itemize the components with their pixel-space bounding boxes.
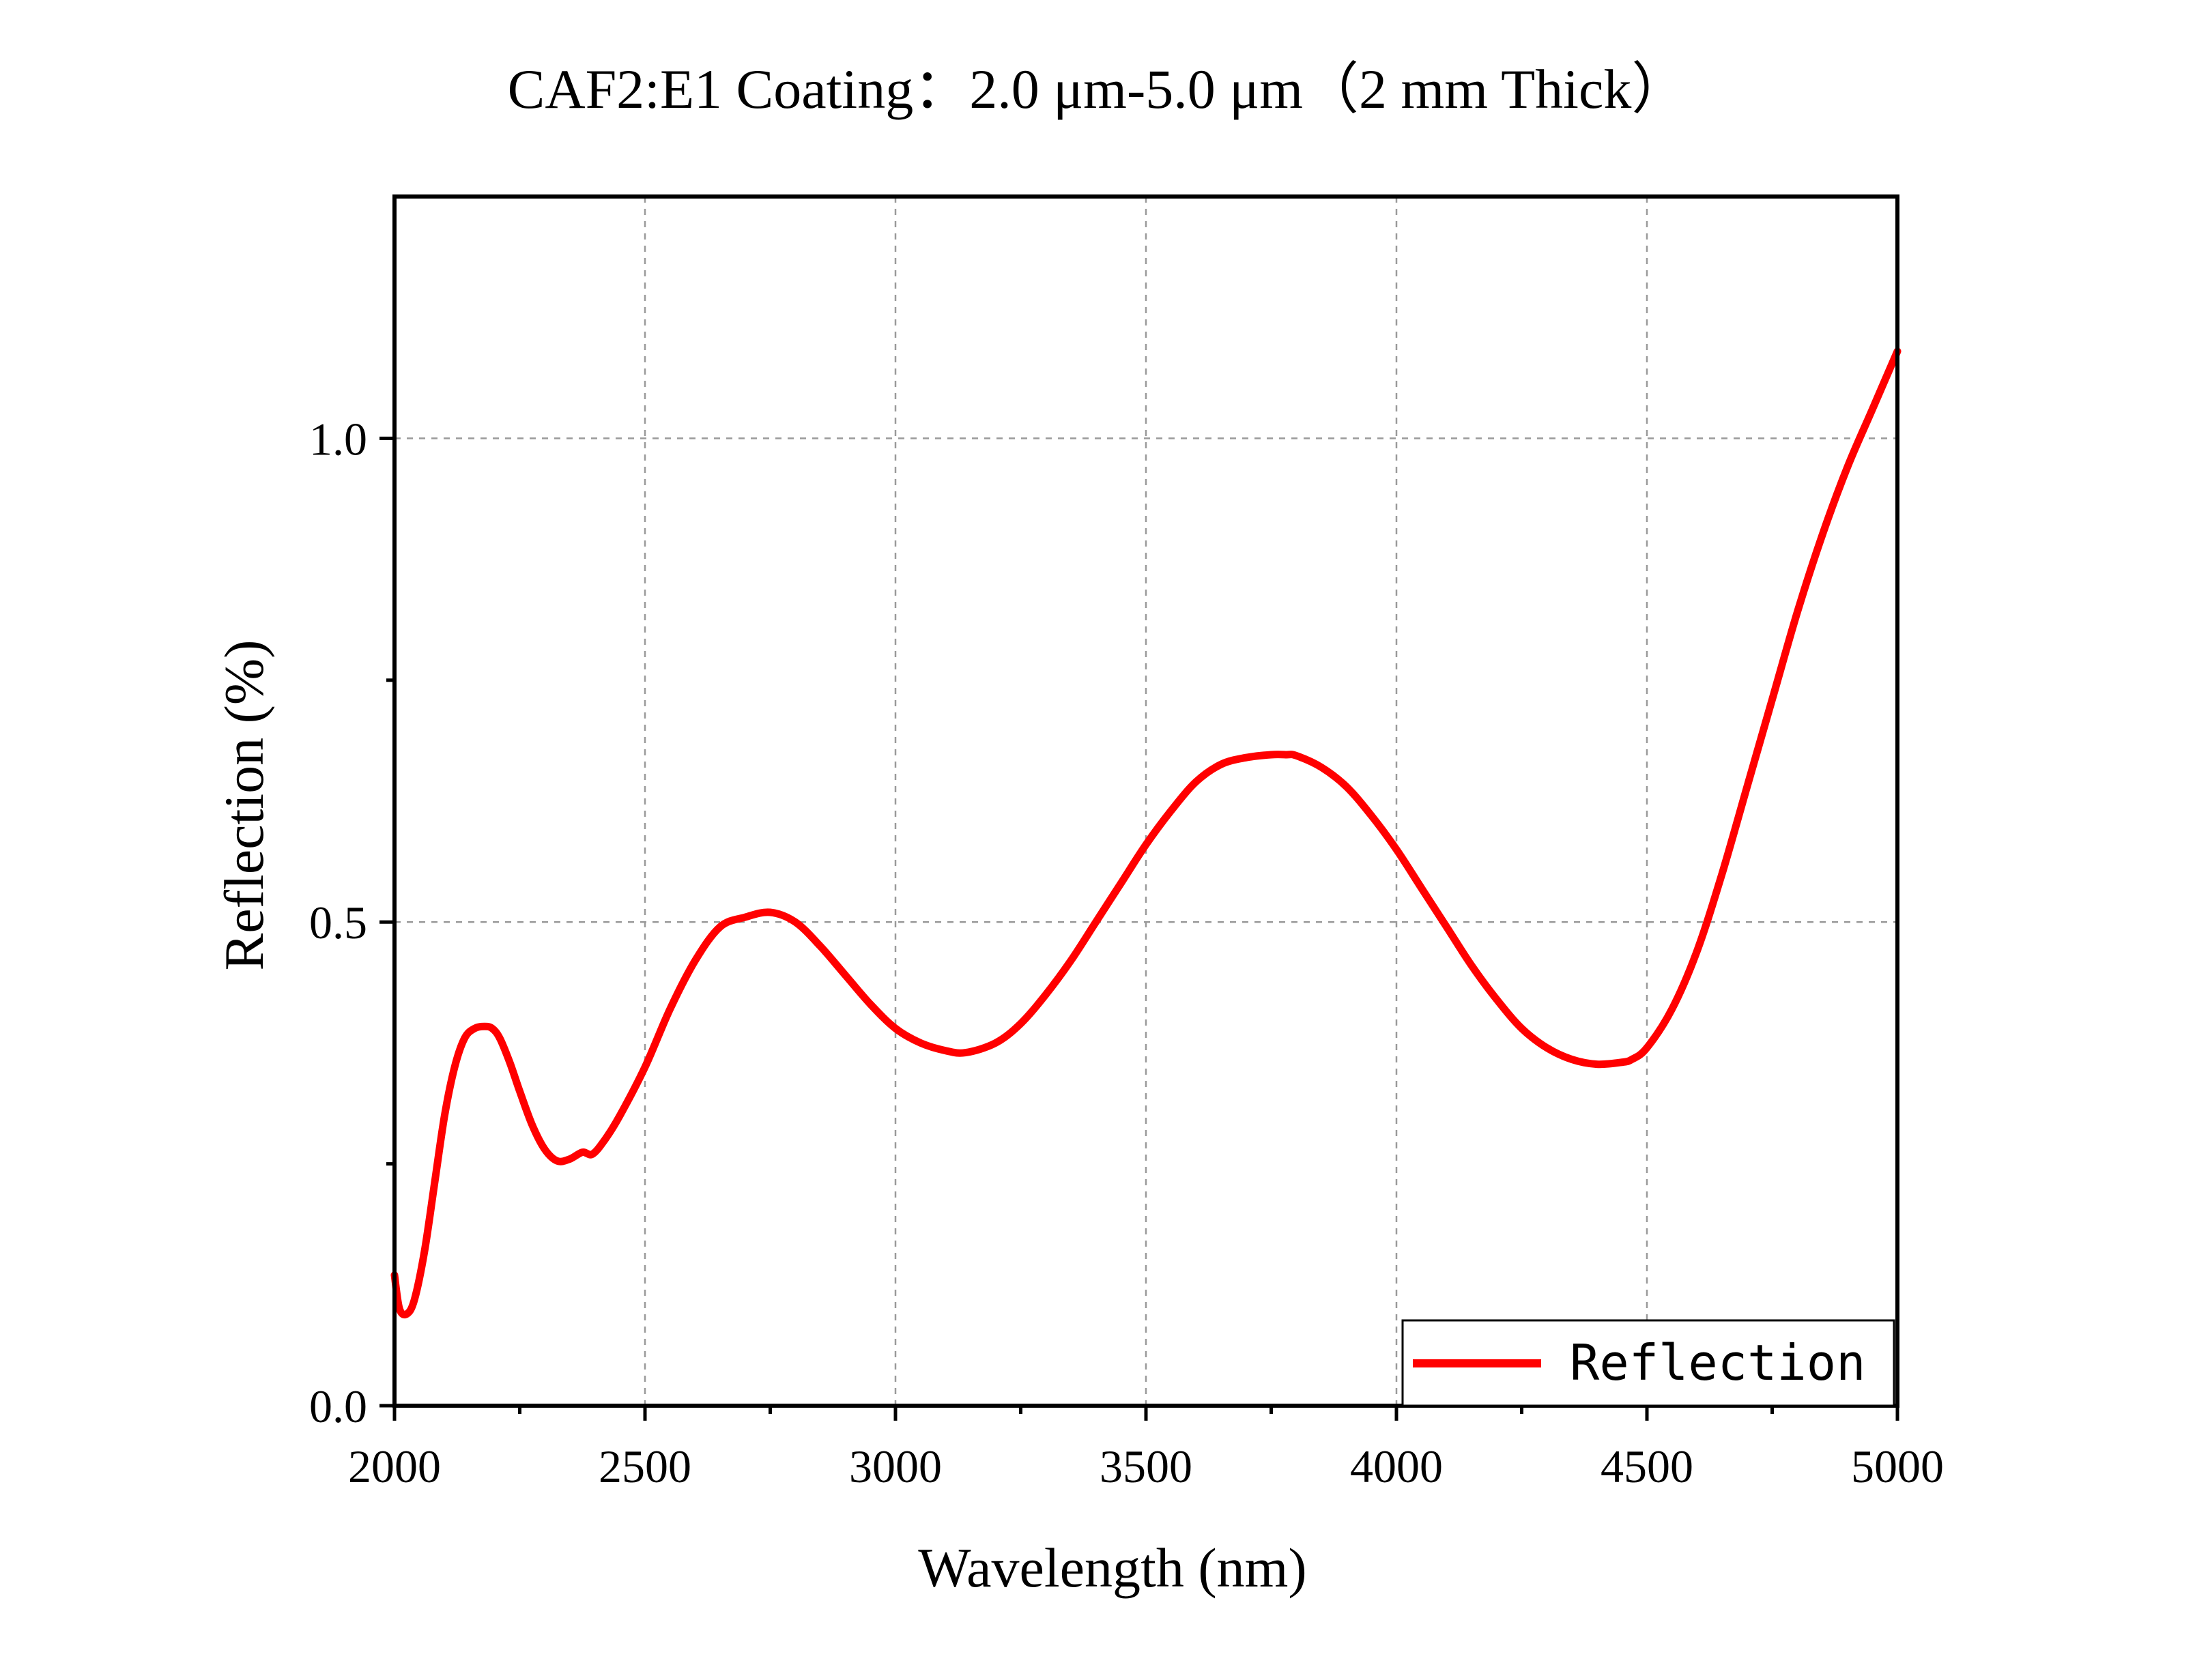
x-tick-label-2000: 2000 (348, 1440, 441, 1492)
x-axis-label: Wavelength (nm) (918, 1537, 1306, 1599)
y-tick-label-1: 1.0 (309, 413, 367, 465)
grid-lines (394, 197, 1897, 1406)
x-tick-label-5000: 5000 (1851, 1440, 1944, 1492)
x-tick-label-4500: 4500 (1601, 1440, 1693, 1492)
legend-label-reflection: Reflection (1570, 1334, 1865, 1391)
y-axis-label: Reflection (%) (213, 640, 275, 971)
legend: Reflection (1401, 1319, 1895, 1407)
series-line-reflection (390, 347, 1902, 1319)
x-tick-label-4000: 4000 (1350, 1440, 1443, 1492)
x-tick-label-2500: 2500 (599, 1440, 691, 1492)
tick-labels: 2000 2500 3000 3500 4000 4500 5000 0.0 0.5 1.0 (309, 413, 1944, 1492)
x-tick-label-3500: 3500 (1100, 1440, 1192, 1492)
y-tick-label-0: 0.0 (309, 1380, 367, 1432)
y-tick-label-0.5: 0.5 (309, 897, 367, 948)
axes (379, 194, 1899, 1421)
chart-title: CAF2:E1 Coating：2.0 μm-5.0 μm（2 mm Thick… (508, 58, 1688, 120)
plot-area (390, 347, 1902, 1319)
x-tick-label-3000: 3000 (849, 1440, 942, 1492)
